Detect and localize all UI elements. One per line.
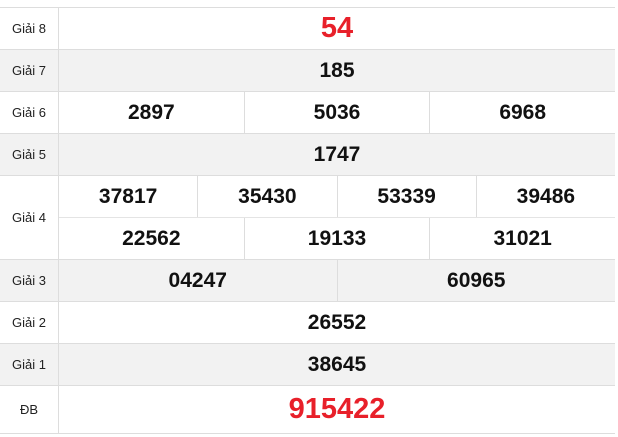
prize-number: 38645 <box>307 352 367 376</box>
prize-row: Giải 1 38645 <box>0 344 615 386</box>
prize-label: Giải 1 <box>0 344 59 385</box>
prize-label: Giải 3 <box>0 260 59 301</box>
prize-label: Giải 4 <box>0 176 59 259</box>
prize-row: Giải 7 185 <box>0 50 615 92</box>
prize-number: 35430 <box>197 176 336 217</box>
prize-line: 1747 <box>59 134 615 175</box>
prize-line: 38645 <box>59 344 615 385</box>
prize-number: 53339 <box>336 176 476 217</box>
prize-line: 37817 35430 53339 39486 <box>59 176 615 217</box>
prize-number: 39486 <box>475 176 615 217</box>
prize-line: 915422 <box>59 386 615 433</box>
prize-label: Giải 7 <box>0 50 59 91</box>
prize-number: 60965 <box>336 260 616 301</box>
prize-label: Giải 8 <box>0 8 59 49</box>
prize-number: 26552 <box>307 310 367 334</box>
prize-label: ĐB <box>0 386 59 433</box>
prize-line: 04247 60965 <box>59 260 615 301</box>
prize-values: 54 <box>59 8 615 49</box>
prize-row: Giải 2 26552 <box>0 302 615 344</box>
prize-values: 1747 <box>59 134 615 175</box>
prize-values: 04247 60965 <box>59 260 615 301</box>
prize-values: 185 <box>59 50 615 91</box>
prize-values: 38645 <box>59 344 615 385</box>
prize-label: Giải 5 <box>0 134 59 175</box>
prize-number: 37817 <box>98 184 158 208</box>
prize-number: 22562 <box>122 226 181 250</box>
prize-values: 26552 <box>59 302 615 343</box>
prize-row: Giải 8 54 <box>0 8 615 50</box>
prize-number: 915422 <box>288 393 386 425</box>
prize-values: 2897 5036 6968 <box>59 92 615 133</box>
prize-line: 2897 5036 6968 <box>59 92 615 133</box>
prize-label: Giải 6 <box>0 92 59 133</box>
prize-line: 185 <box>59 50 615 91</box>
prize-number: 04247 <box>168 268 227 292</box>
prize-number: 31021 <box>429 218 615 259</box>
prize-values: 915422 <box>59 386 615 433</box>
prize-number: 19133 <box>243 218 430 259</box>
prize-number: 6968 <box>429 92 615 133</box>
prize-number: 5036 <box>243 92 430 133</box>
prize-number: 54 <box>320 12 354 44</box>
lottery-results-table: Giải 8 54 Giải 7 185 Giải 6 2897 5036 6968 Giải … <box>0 7 615 434</box>
prize-row: ĐB 915422 <box>0 386 615 434</box>
prize-number: 2897 <box>127 100 175 124</box>
prize-number: 185 <box>319 58 355 82</box>
prize-values: 37817 35430 53339 39486 22562 19133 31021 <box>59 176 615 259</box>
prize-line: 54 <box>59 8 615 49</box>
prize-line: 22562 19133 31021 <box>59 217 615 259</box>
prize-line: 26552 <box>59 302 615 343</box>
prize-row: Giải 4 37817 35430 53339 39486 22562 19133 3102… <box>0 176 615 260</box>
prize-number: 1747 <box>313 142 361 166</box>
prize-row: Giải 3 04247 60965 <box>0 260 615 302</box>
prize-label: Giải 2 <box>0 302 59 343</box>
prize-row: Giải 5 1747 <box>0 134 615 176</box>
prize-row: Giải 6 2897 5036 6968 <box>0 92 615 134</box>
